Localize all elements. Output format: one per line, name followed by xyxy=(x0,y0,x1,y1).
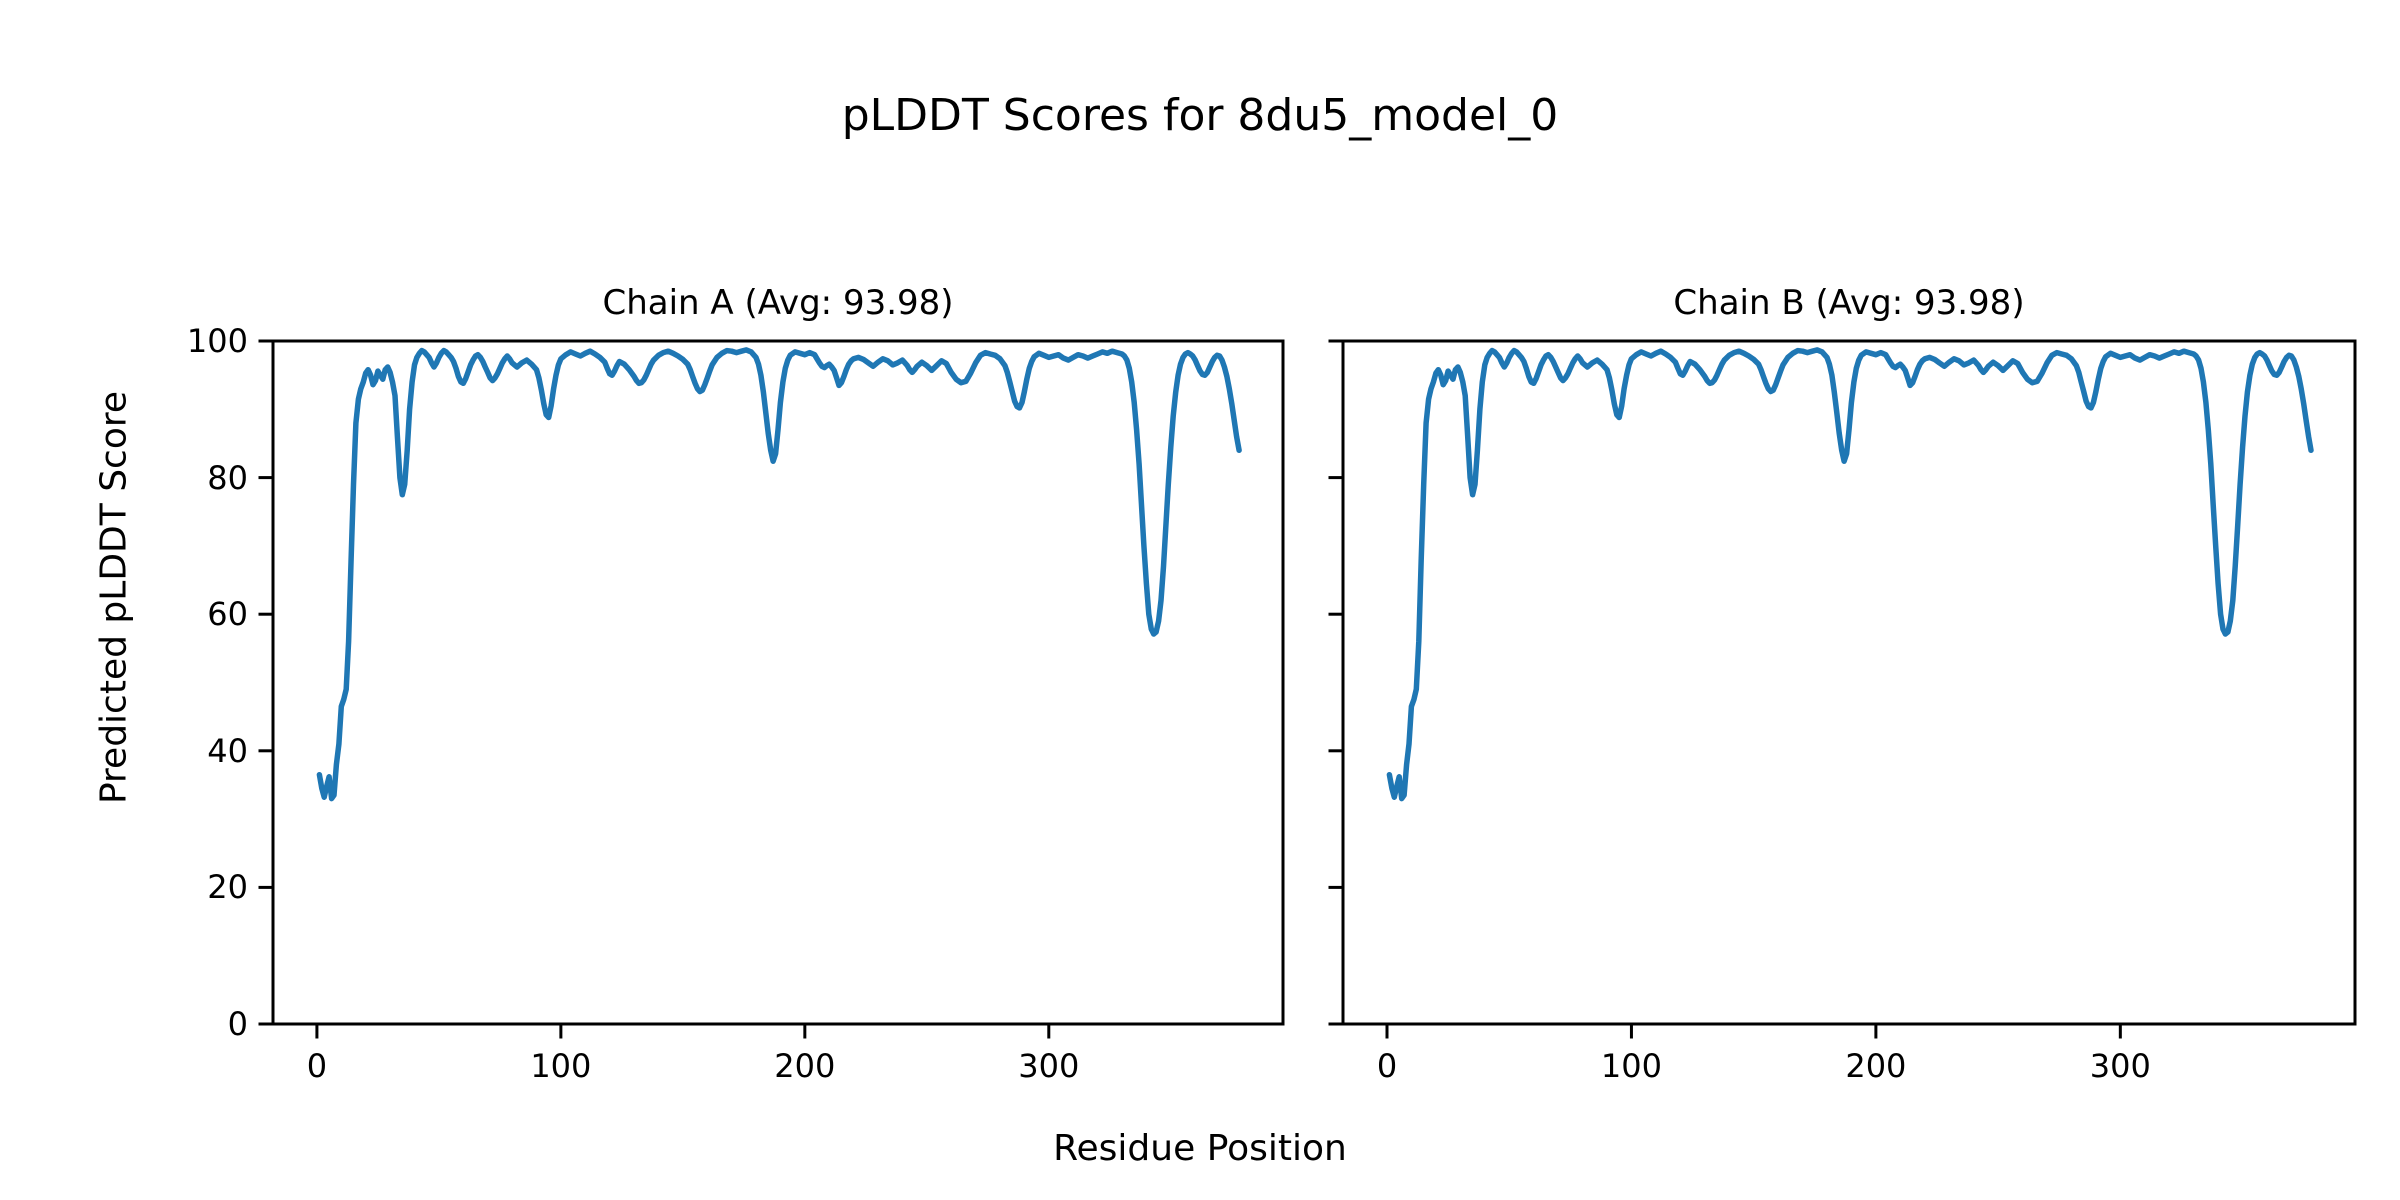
x-tick-label-chain-b: 300 xyxy=(2089,1047,2151,1085)
y-tick-label: 80 xyxy=(207,458,248,497)
figure-title: pLDDT Scores for 8du5_model_0 xyxy=(841,90,1559,141)
x-tick-label-chain-b: 100 xyxy=(1600,1047,1662,1085)
plddt-line-chain-a xyxy=(316,347,1242,802)
x-tick-label-chain-a: 0 xyxy=(306,1047,328,1085)
x-tick-label-chain-b: 0 xyxy=(1376,1047,1398,1085)
plddt-line-chain-b xyxy=(1386,347,2314,802)
chain-b-plot-title: Chain B (Avg: 93.98) xyxy=(1673,283,2025,323)
x-tick-label-chain-a: 100 xyxy=(530,1047,592,1085)
x-axis-label: Residue Position xyxy=(1053,1128,1347,1169)
chain-a-plot-title: Chain A (Avg: 93.98) xyxy=(602,283,954,323)
y-tick-label: 60 xyxy=(207,595,248,634)
x-tick-label-chain-a: 300 xyxy=(1018,1047,1080,1085)
y-tick-label: 0 xyxy=(227,1005,248,1043)
x-tick-label-chain-b: 200 xyxy=(1845,1047,1907,1085)
axes-frame-chain-a xyxy=(271,339,1285,1026)
y-tick-label: 20 xyxy=(207,868,248,907)
x-tick-label-chain-a: 200 xyxy=(774,1047,836,1085)
y-tick-label: 40 xyxy=(207,731,248,770)
axes-frame-chain-b xyxy=(1341,339,2357,1026)
y-axis-label: Predicted pLDDT Score xyxy=(93,390,135,805)
y-tick-label: 100 xyxy=(186,322,248,360)
